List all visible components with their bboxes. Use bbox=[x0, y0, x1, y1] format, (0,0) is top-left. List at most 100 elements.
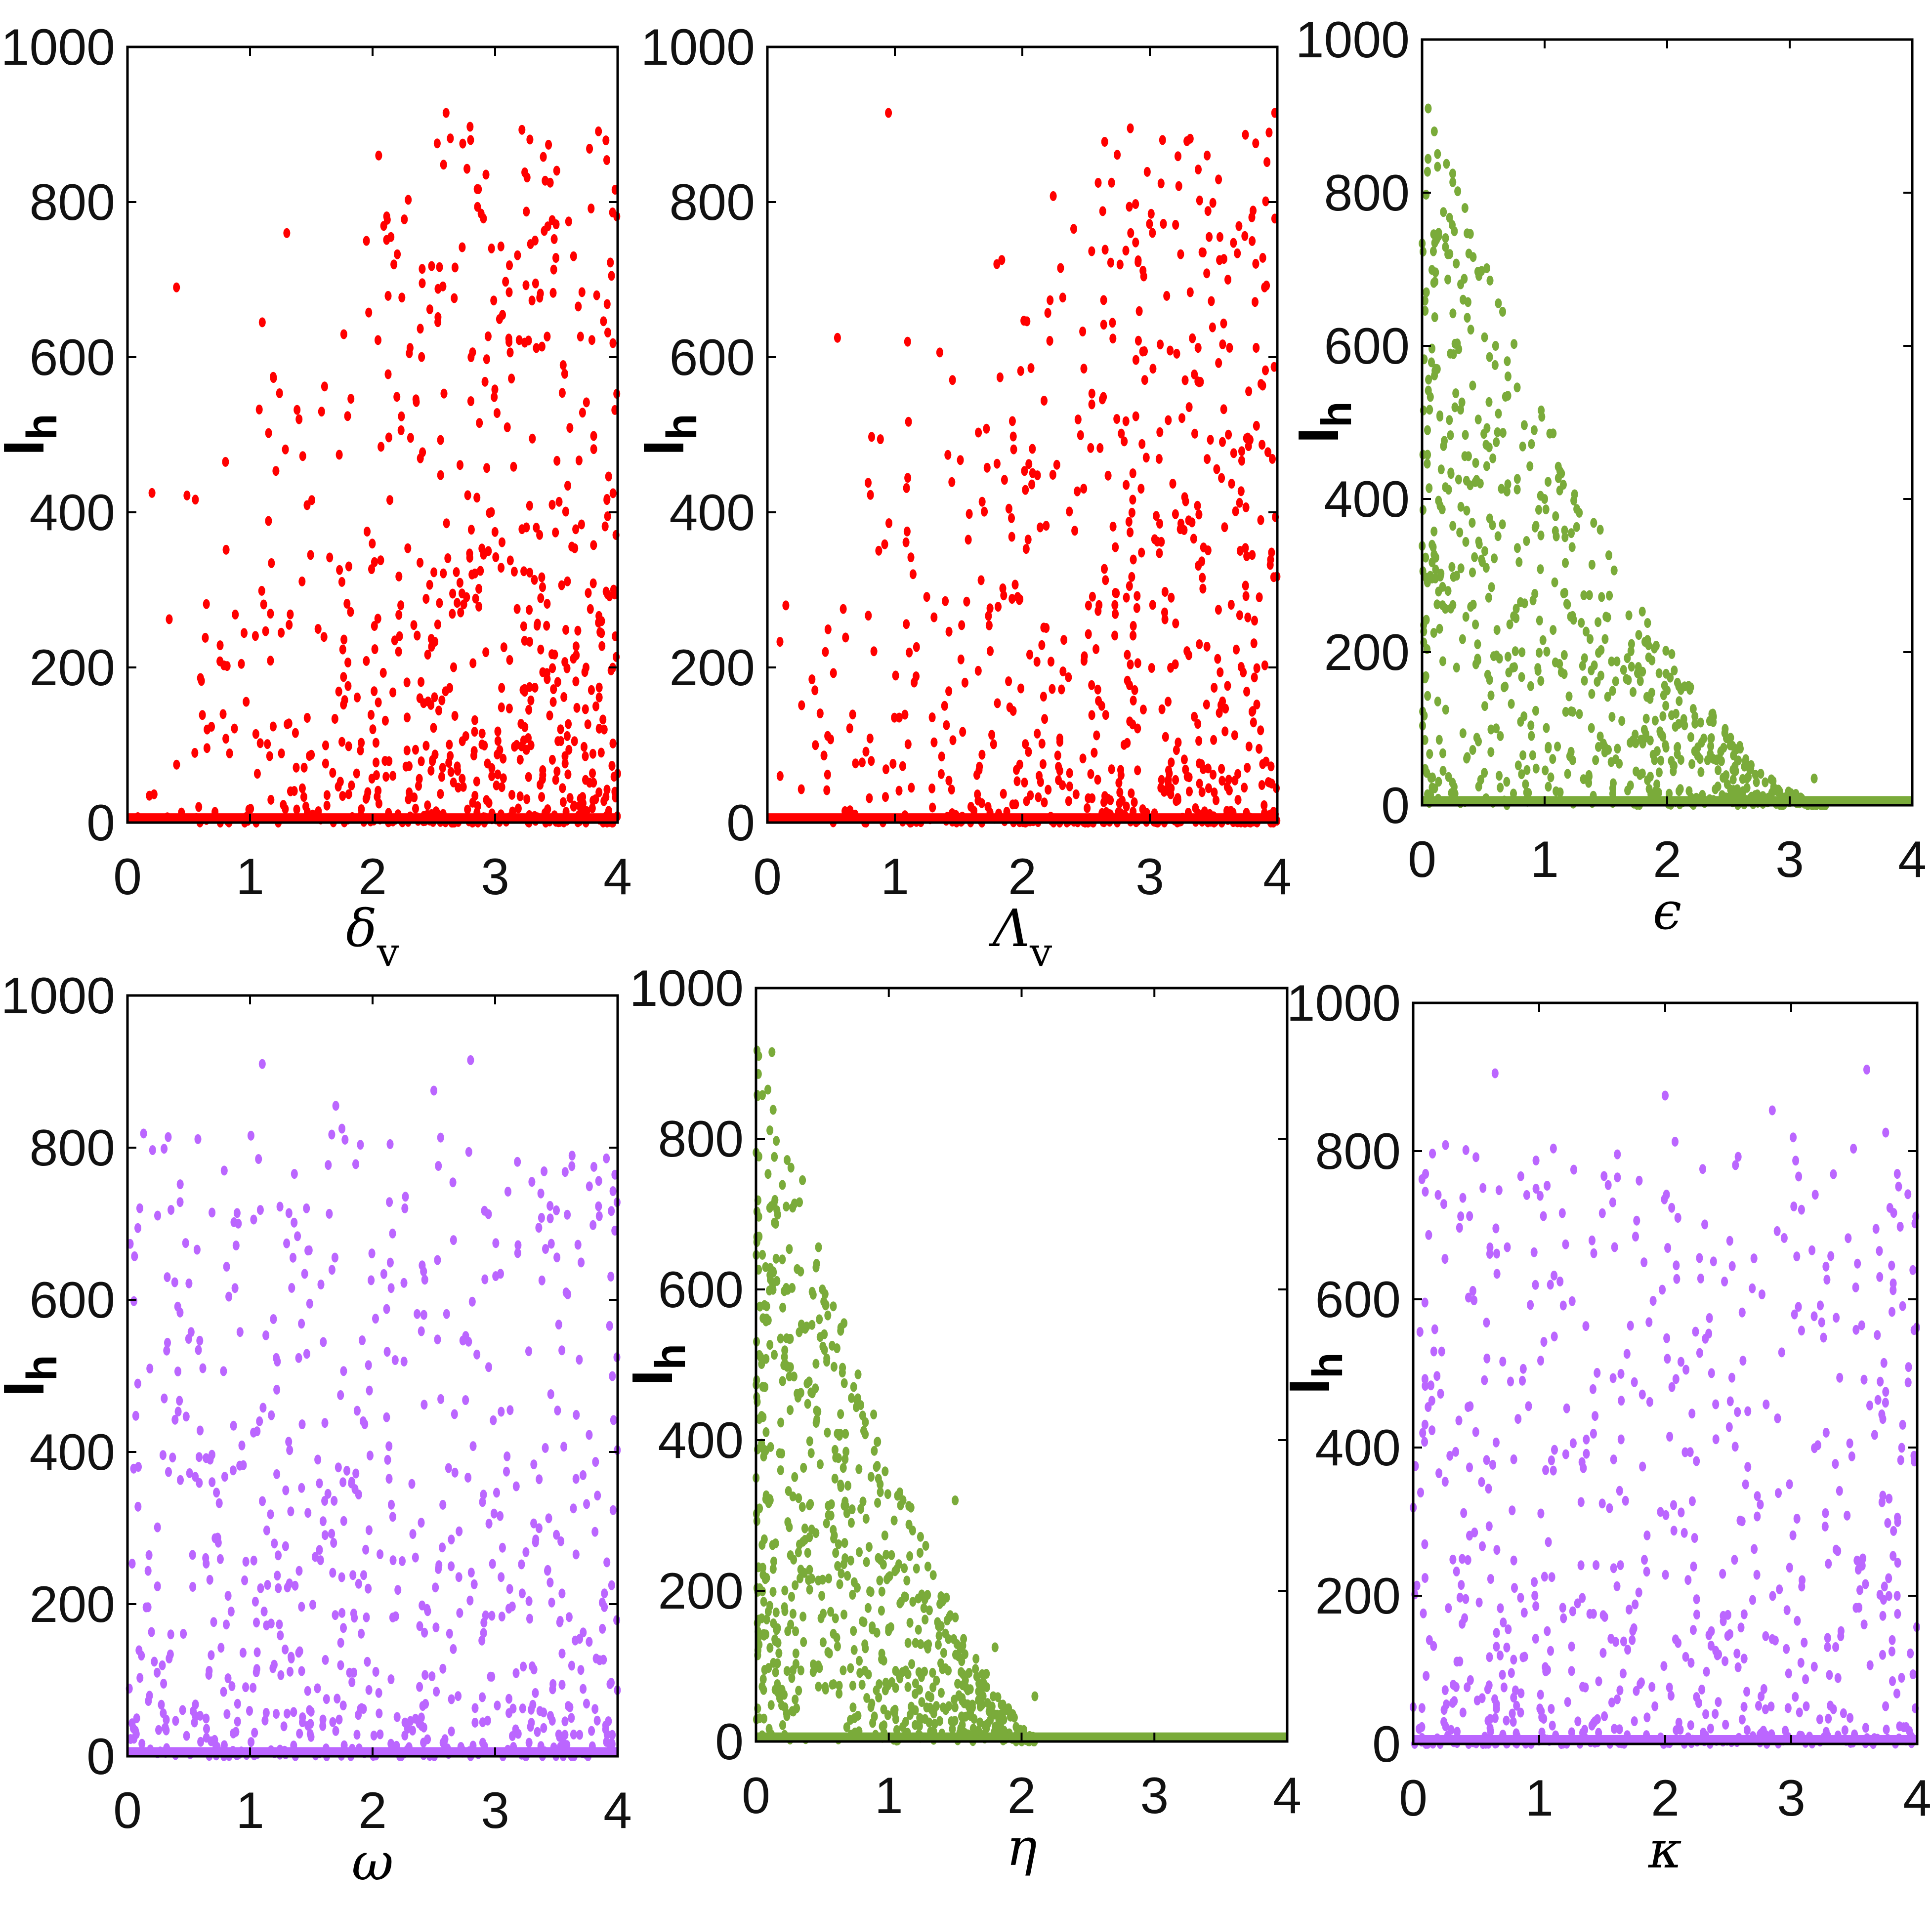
data-point bbox=[474, 202, 481, 212]
data-point bbox=[1527, 720, 1535, 731]
data-point bbox=[1225, 775, 1232, 785]
data-point bbox=[603, 1557, 611, 1568]
data-point bbox=[1449, 220, 1456, 230]
data-point bbox=[1091, 747, 1098, 758]
data-point bbox=[1609, 686, 1616, 696]
data-point bbox=[1486, 1652, 1493, 1662]
data-point bbox=[859, 1410, 866, 1421]
data-point bbox=[575, 301, 582, 312]
data-point bbox=[546, 710, 553, 721]
data-point bbox=[839, 1363, 846, 1373]
data-point bbox=[985, 620, 993, 630]
data-point bbox=[478, 728, 486, 739]
data-point bbox=[491, 527, 499, 537]
data-point bbox=[1423, 615, 1430, 625]
data-point bbox=[1627, 738, 1634, 748]
data-point bbox=[1592, 1411, 1599, 1421]
data-point bbox=[1250, 717, 1257, 728]
data-point bbox=[1513, 474, 1521, 484]
data-point bbox=[1879, 1611, 1887, 1621]
data-point bbox=[1691, 711, 1699, 722]
data-point bbox=[1047, 295, 1054, 305]
data-point bbox=[238, 659, 245, 669]
data-point bbox=[1517, 1707, 1524, 1718]
data-point bbox=[895, 712, 903, 723]
data-point bbox=[1116, 259, 1124, 270]
data-point bbox=[1130, 621, 1137, 631]
data-point bbox=[777, 1465, 784, 1475]
data-point bbox=[840, 1378, 848, 1388]
data-point bbox=[203, 743, 210, 753]
data-point bbox=[1066, 781, 1073, 791]
data-point bbox=[418, 1326, 425, 1336]
data-point bbox=[1608, 656, 1615, 666]
data-point bbox=[1049, 470, 1056, 480]
data-point bbox=[568, 1151, 576, 1161]
data-point bbox=[384, 1454, 391, 1465]
data-point bbox=[236, 1460, 244, 1471]
data-point bbox=[499, 1542, 506, 1553]
data-point bbox=[1084, 803, 1091, 813]
data-point bbox=[1614, 1694, 1621, 1704]
data-point bbox=[1552, 526, 1559, 536]
data-point bbox=[398, 292, 406, 303]
data-point bbox=[875, 545, 882, 556]
data-point bbox=[1489, 453, 1497, 463]
data-point bbox=[1418, 1174, 1426, 1184]
data-point bbox=[1487, 724, 1495, 735]
data-point bbox=[826, 1648, 833, 1658]
data-point bbox=[590, 1161, 597, 1172]
data-point bbox=[598, 641, 606, 651]
data-point bbox=[380, 1269, 387, 1279]
data-point bbox=[1101, 245, 1109, 255]
data-point bbox=[406, 787, 413, 797]
data-point bbox=[883, 1574, 890, 1584]
data-point bbox=[372, 1314, 379, 1324]
data-point bbox=[1574, 1716, 1582, 1727]
data-point bbox=[1199, 573, 1206, 583]
data-point bbox=[1147, 208, 1155, 219]
data-point bbox=[600, 796, 608, 806]
data-point bbox=[1670, 1500, 1677, 1510]
data-point bbox=[1268, 547, 1275, 558]
data-point bbox=[1422, 764, 1429, 774]
data-point bbox=[1186, 787, 1193, 797]
data-point bbox=[401, 1731, 409, 1740]
data-point bbox=[512, 1668, 520, 1678]
data-point bbox=[480, 213, 487, 224]
data-point bbox=[382, 772, 390, 782]
data-point bbox=[816, 1314, 823, 1325]
data-point bbox=[609, 207, 616, 217]
data-point bbox=[1426, 749, 1433, 759]
data-point bbox=[1906, 1726, 1913, 1736]
data-point bbox=[523, 522, 530, 533]
y-tick-label: 200 bbox=[669, 639, 755, 697]
data-point bbox=[1172, 775, 1179, 785]
data-point bbox=[609, 1730, 616, 1740]
data-point bbox=[1832, 1544, 1840, 1555]
data-point bbox=[1213, 795, 1219, 805]
data-point bbox=[568, 1713, 575, 1723]
data-point bbox=[1454, 186, 1462, 197]
data-point bbox=[1128, 788, 1135, 798]
data-point bbox=[817, 1613, 825, 1623]
data-point bbox=[366, 1385, 373, 1396]
data-point bbox=[1687, 1720, 1694, 1731]
data-point bbox=[494, 749, 501, 760]
data-point bbox=[1649, 1296, 1657, 1306]
data-point bbox=[471, 1717, 479, 1728]
data-point bbox=[798, 700, 805, 710]
data-point bbox=[824, 1427, 831, 1438]
data-point bbox=[506, 555, 514, 566]
data-point bbox=[323, 800, 331, 811]
data-point bbox=[877, 434, 884, 444]
data-point bbox=[459, 138, 466, 149]
data-point bbox=[1586, 590, 1593, 600]
data-point bbox=[1497, 1603, 1504, 1614]
data-point bbox=[602, 135, 610, 146]
data-point bbox=[321, 1496, 329, 1506]
data-point bbox=[1493, 1545, 1501, 1555]
data-point bbox=[1569, 1606, 1576, 1616]
y-axis-label-subscript: h bbox=[18, 414, 66, 440]
data-point bbox=[1866, 1400, 1873, 1410]
